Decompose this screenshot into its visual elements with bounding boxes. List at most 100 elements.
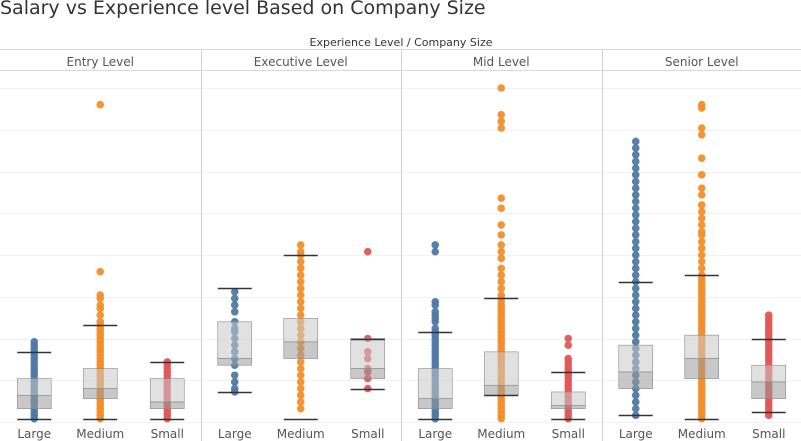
data-point: [363, 384, 372, 393]
data-point: [631, 144, 640, 152]
data-point: [631, 184, 640, 192]
data-point: [631, 304, 640, 313]
data-point: [564, 354, 573, 363]
data-point: [631, 291, 640, 299]
data-point: [230, 294, 239, 303]
category-label: Large: [619, 427, 653, 441]
data-point: [431, 297, 440, 306]
box-upper-quartile: [618, 344, 654, 373]
box-lower-quartile: [417, 398, 453, 409]
data-point: [697, 237, 706, 246]
data-point: [497, 284, 506, 293]
data-point: [631, 211, 640, 219]
data-point: [296, 391, 305, 400]
data-point: [431, 241, 440, 249]
data-point: [631, 157, 640, 166]
data-point: [631, 391, 640, 400]
box-lower-quartile: [16, 394, 52, 409]
category-label: Small: [752, 427, 785, 441]
category-label: Medium: [678, 427, 726, 441]
data-point: [631, 257, 640, 266]
data-point: [564, 334, 573, 343]
data-point: [564, 341, 573, 349]
data-point: [697, 171, 706, 179]
data-point: [363, 247, 372, 256]
data-point: [230, 307, 239, 316]
data-point: [697, 257, 706, 266]
data-point: [296, 271, 305, 279]
data-point: [296, 284, 305, 293]
data-point: [631, 324, 640, 333]
data-point: [631, 244, 640, 253]
category-label: Medium: [76, 427, 124, 441]
panel-header-label: Senior Level: [665, 55, 739, 69]
data-point: [497, 291, 506, 299]
data-point: [296, 364, 305, 373]
category-label: Large: [218, 427, 252, 441]
data-point: [497, 277, 506, 286]
box-upper-quartile: [417, 368, 453, 399]
box-lower-quartile: [751, 381, 787, 399]
data-point: [230, 384, 239, 393]
data-point: [497, 247, 506, 256]
data-point: [296, 257, 305, 266]
data-point: [296, 247, 305, 256]
data-point: [497, 231, 506, 239]
box-upper-quartile: [283, 318, 319, 343]
data-point: [697, 184, 706, 192]
data-point: [631, 398, 640, 406]
data-point: [697, 191, 706, 199]
box-upper-quartile: [217, 321, 253, 359]
data-point: [697, 154, 706, 162]
box-upper-quartile: [149, 378, 185, 403]
data-point: [631, 284, 640, 293]
data-point: [296, 311, 305, 319]
data-point: [631, 191, 640, 199]
data-point: [96, 311, 105, 319]
data-point: [296, 371, 305, 380]
box-upper-quartile: [751, 364, 787, 383]
box-lower-quartile: [483, 384, 519, 396]
data-point: [697, 130, 706, 139]
data-point: [230, 378, 239, 386]
box-upper-quartile: [16, 378, 52, 396]
data-point: [697, 214, 706, 223]
category-label: Small: [351, 427, 384, 441]
panel-header-label: Mid Level: [473, 55, 530, 69]
data-point: [296, 398, 305, 406]
data-point: [296, 358, 305, 366]
panel-header-label: Executive Level: [254, 55, 348, 69]
data-point: [697, 100, 706, 109]
data-point: [296, 404, 305, 413]
data-point: [96, 318, 105, 326]
data-point: [230, 301, 239, 309]
category-label: Medium: [277, 427, 325, 441]
data-point: [497, 110, 506, 119]
chart-title: Salary vs Experience level Based on Comp…: [0, 0, 486, 19]
data-point: [96, 301, 105, 309]
data-point: [431, 247, 440, 256]
panel-header-label: Entry Level: [67, 55, 134, 69]
panels: Entry Level Large Medium Small Executive Lev…: [0, 49, 801, 441]
data-point: [631, 137, 640, 146]
data-point: [497, 271, 506, 279]
data-point: [497, 241, 506, 249]
data-point: [631, 331, 640, 339]
box-lower-quartile: [618, 371, 654, 389]
box-upper-quartile: [684, 334, 720, 359]
data-point: [631, 224, 640, 233]
box-lower-quartile: [550, 404, 586, 409]
box-lower-quartile: [149, 401, 185, 409]
column-header: Experience Level / Company Size: [310, 36, 493, 49]
data-point: [296, 277, 305, 286]
data-point: [431, 307, 440, 316]
box-lower-quartile: [283, 341, 319, 359]
data-point: [30, 338, 39, 346]
data-point: [631, 171, 640, 179]
category-label: Small: [151, 427, 184, 441]
data-point: [296, 264, 305, 273]
data-point: [631, 151, 640, 159]
box-lower-quartile: [350, 368, 386, 379]
data-point: [631, 231, 640, 239]
data-point: [497, 117, 506, 126]
